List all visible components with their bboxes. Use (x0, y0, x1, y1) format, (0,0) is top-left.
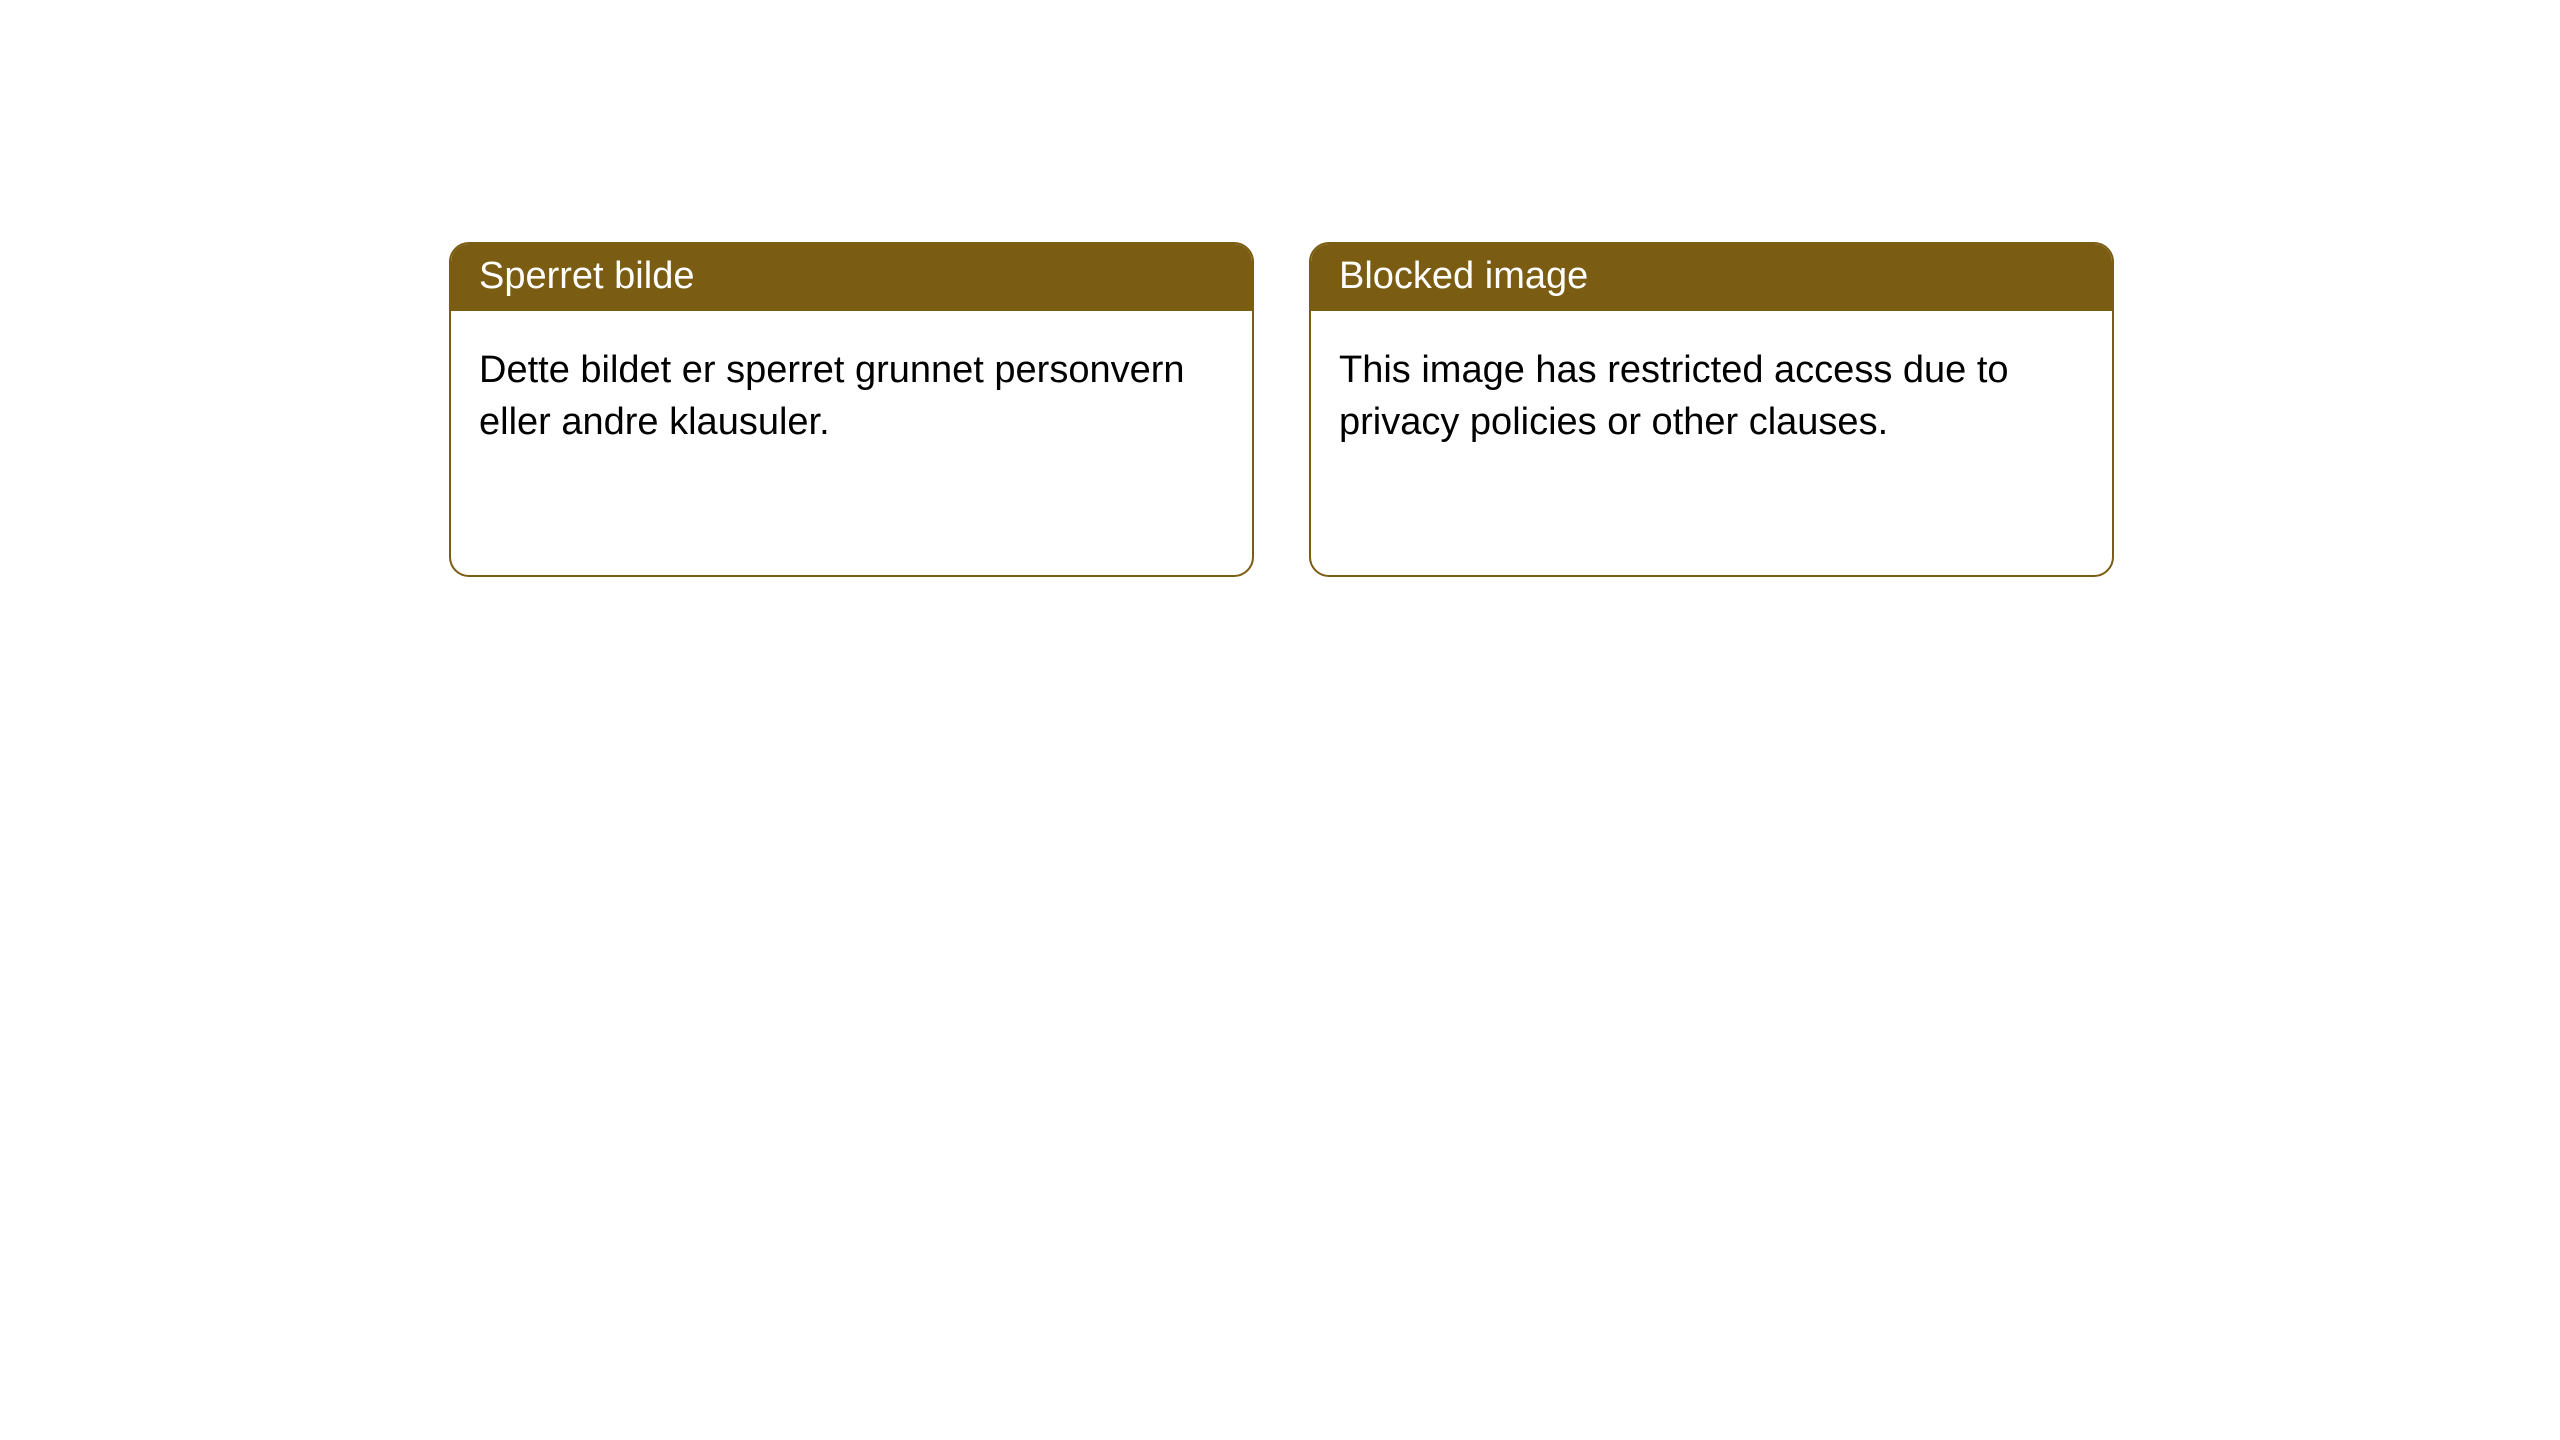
notice-card-norwegian: Sperret bilde Dette bildet er sperret gr… (449, 242, 1254, 577)
card-body: This image has restricted access due to … (1311, 311, 2112, 482)
card-body: Dette bildet er sperret grunnet personve… (451, 311, 1252, 482)
notice-container: Sperret bilde Dette bildet er sperret gr… (0, 0, 2560, 577)
notice-card-english: Blocked image This image has restricted … (1309, 242, 2114, 577)
card-title: Sperret bilde (451, 244, 1252, 311)
card-title: Blocked image (1311, 244, 2112, 311)
